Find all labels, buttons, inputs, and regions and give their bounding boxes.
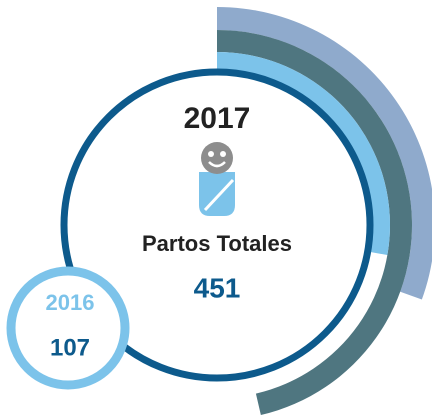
previous-value: 107 — [50, 334, 90, 361]
outer-arc — [217, 7, 432, 300]
baby-icon — [199, 142, 235, 216]
previous-circle — [6, 266, 130, 390]
previous-year: 2016 — [46, 290, 95, 315]
main-circle — [60, 68, 374, 382]
middle-arc — [217, 30, 412, 416]
main-label: Partos Totales — [142, 231, 292, 256]
main-year: 2017 — [184, 102, 251, 135]
main-value: 451 — [194, 272, 241, 303]
